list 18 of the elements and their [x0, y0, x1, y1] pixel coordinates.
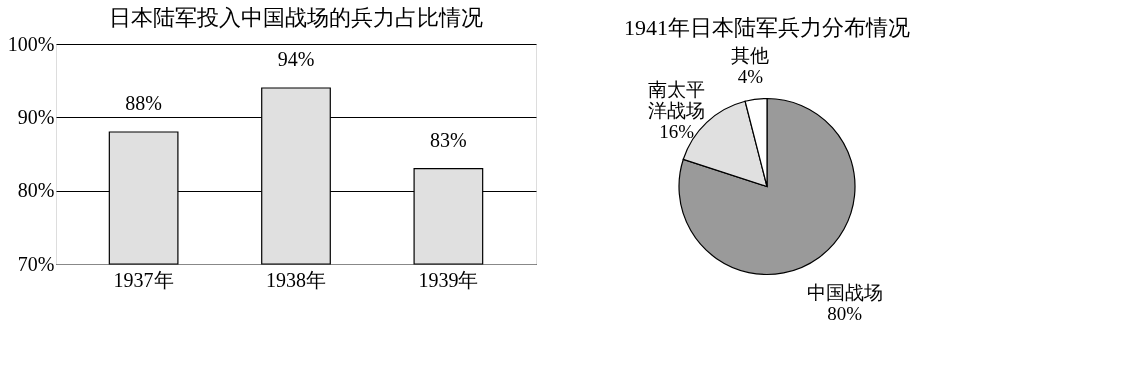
data-label: 88% — [125, 92, 162, 114]
data-label: 16% — [659, 121, 695, 143]
y-tick-label: 70% — [17, 252, 55, 275]
data-label: 83% — [430, 128, 467, 151]
x-tick-label: 1939年 — [418, 268, 479, 291]
y-tick-label: 100% — [7, 32, 55, 55]
slice-label: 中国战场 — [806, 282, 883, 304]
data-label: 4% — [737, 65, 764, 87]
chart-title: 日本陆军投入中国战场的兵力占比情况 — [109, 5, 483, 30]
chart-title: 1941年日本陆军兵力分布情况 — [624, 15, 910, 40]
data-label: 94% — [277, 48, 315, 70]
x-tick-label: 1937年 — [113, 268, 174, 291]
y-tick-label: 80% — [17, 179, 55, 202]
slice-label: 其他 — [731, 44, 770, 66]
y-tick-label: 90% — [17, 105, 55, 128]
x-tick-label: 1938年 — [266, 268, 326, 291]
data-label: 80% — [827, 303, 863, 325]
slice-label: 南太平洋战场 — [648, 79, 706, 122]
